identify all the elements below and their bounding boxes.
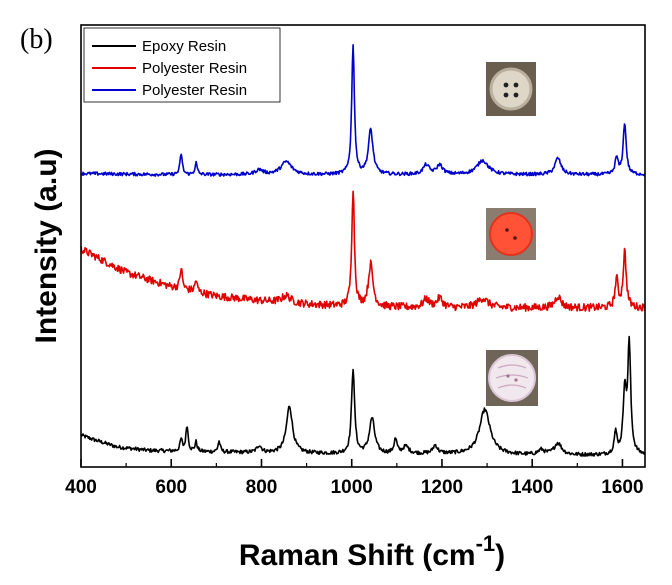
x-tick-label: 800	[246, 477, 278, 498]
series-line-2	[80, 190, 646, 312]
series-line-3	[80, 44, 646, 177]
button-stripes	[495, 364, 529, 389]
x-axis-title-suffix: )	[495, 539, 505, 572]
panel-label: (b)	[20, 24, 53, 55]
button-hole	[503, 82, 509, 88]
button-hole	[513, 236, 517, 240]
inset-photo-red-button	[486, 208, 536, 260]
x-tick-label: 1600	[601, 477, 643, 498]
inset-photo-white-button	[486, 62, 536, 116]
x-tick-label: 1400	[511, 477, 553, 498]
legend-label-polyester-blue: Polyester Resin	[142, 82, 247, 99]
y-axis-title: Intensity (a.u)	[30, 148, 63, 343]
legend-label-epoxy: Epoxy Resin	[142, 38, 226, 55]
x-tick-label: 400	[65, 477, 97, 498]
x-tick-label: 1000	[331, 477, 373, 498]
button-hole	[514, 378, 518, 382]
x-axis-title-main: Raman Shift (cm	[239, 539, 476, 572]
x-axis-title-superscript: -1	[476, 531, 496, 556]
button-body	[489, 212, 533, 256]
button-body	[488, 354, 536, 402]
inset-photo-striped-button	[486, 350, 538, 406]
legend: Epoxy Resin Polyester Resin Polyester Re…	[83, 27, 281, 103]
legend-label-polyester-red: Polyester Resin	[142, 60, 247, 77]
button-body	[489, 67, 533, 111]
button-hole	[513, 82, 519, 88]
x-tick-label: 600	[155, 477, 187, 498]
button-hole	[505, 228, 509, 232]
plot-frame	[80, 24, 646, 468]
series-layer	[80, 44, 646, 457]
series-line-1	[80, 335, 646, 457]
button-hole	[513, 92, 519, 98]
button-hole	[506, 374, 510, 378]
x-tick-label: 1200	[421, 477, 463, 498]
x-axis-title: Raman Shift (cm-1)	[239, 531, 505, 572]
button-hole	[503, 92, 509, 98]
x-axis: 400 600 800 1000 1200 1400 1600	[65, 459, 644, 498]
